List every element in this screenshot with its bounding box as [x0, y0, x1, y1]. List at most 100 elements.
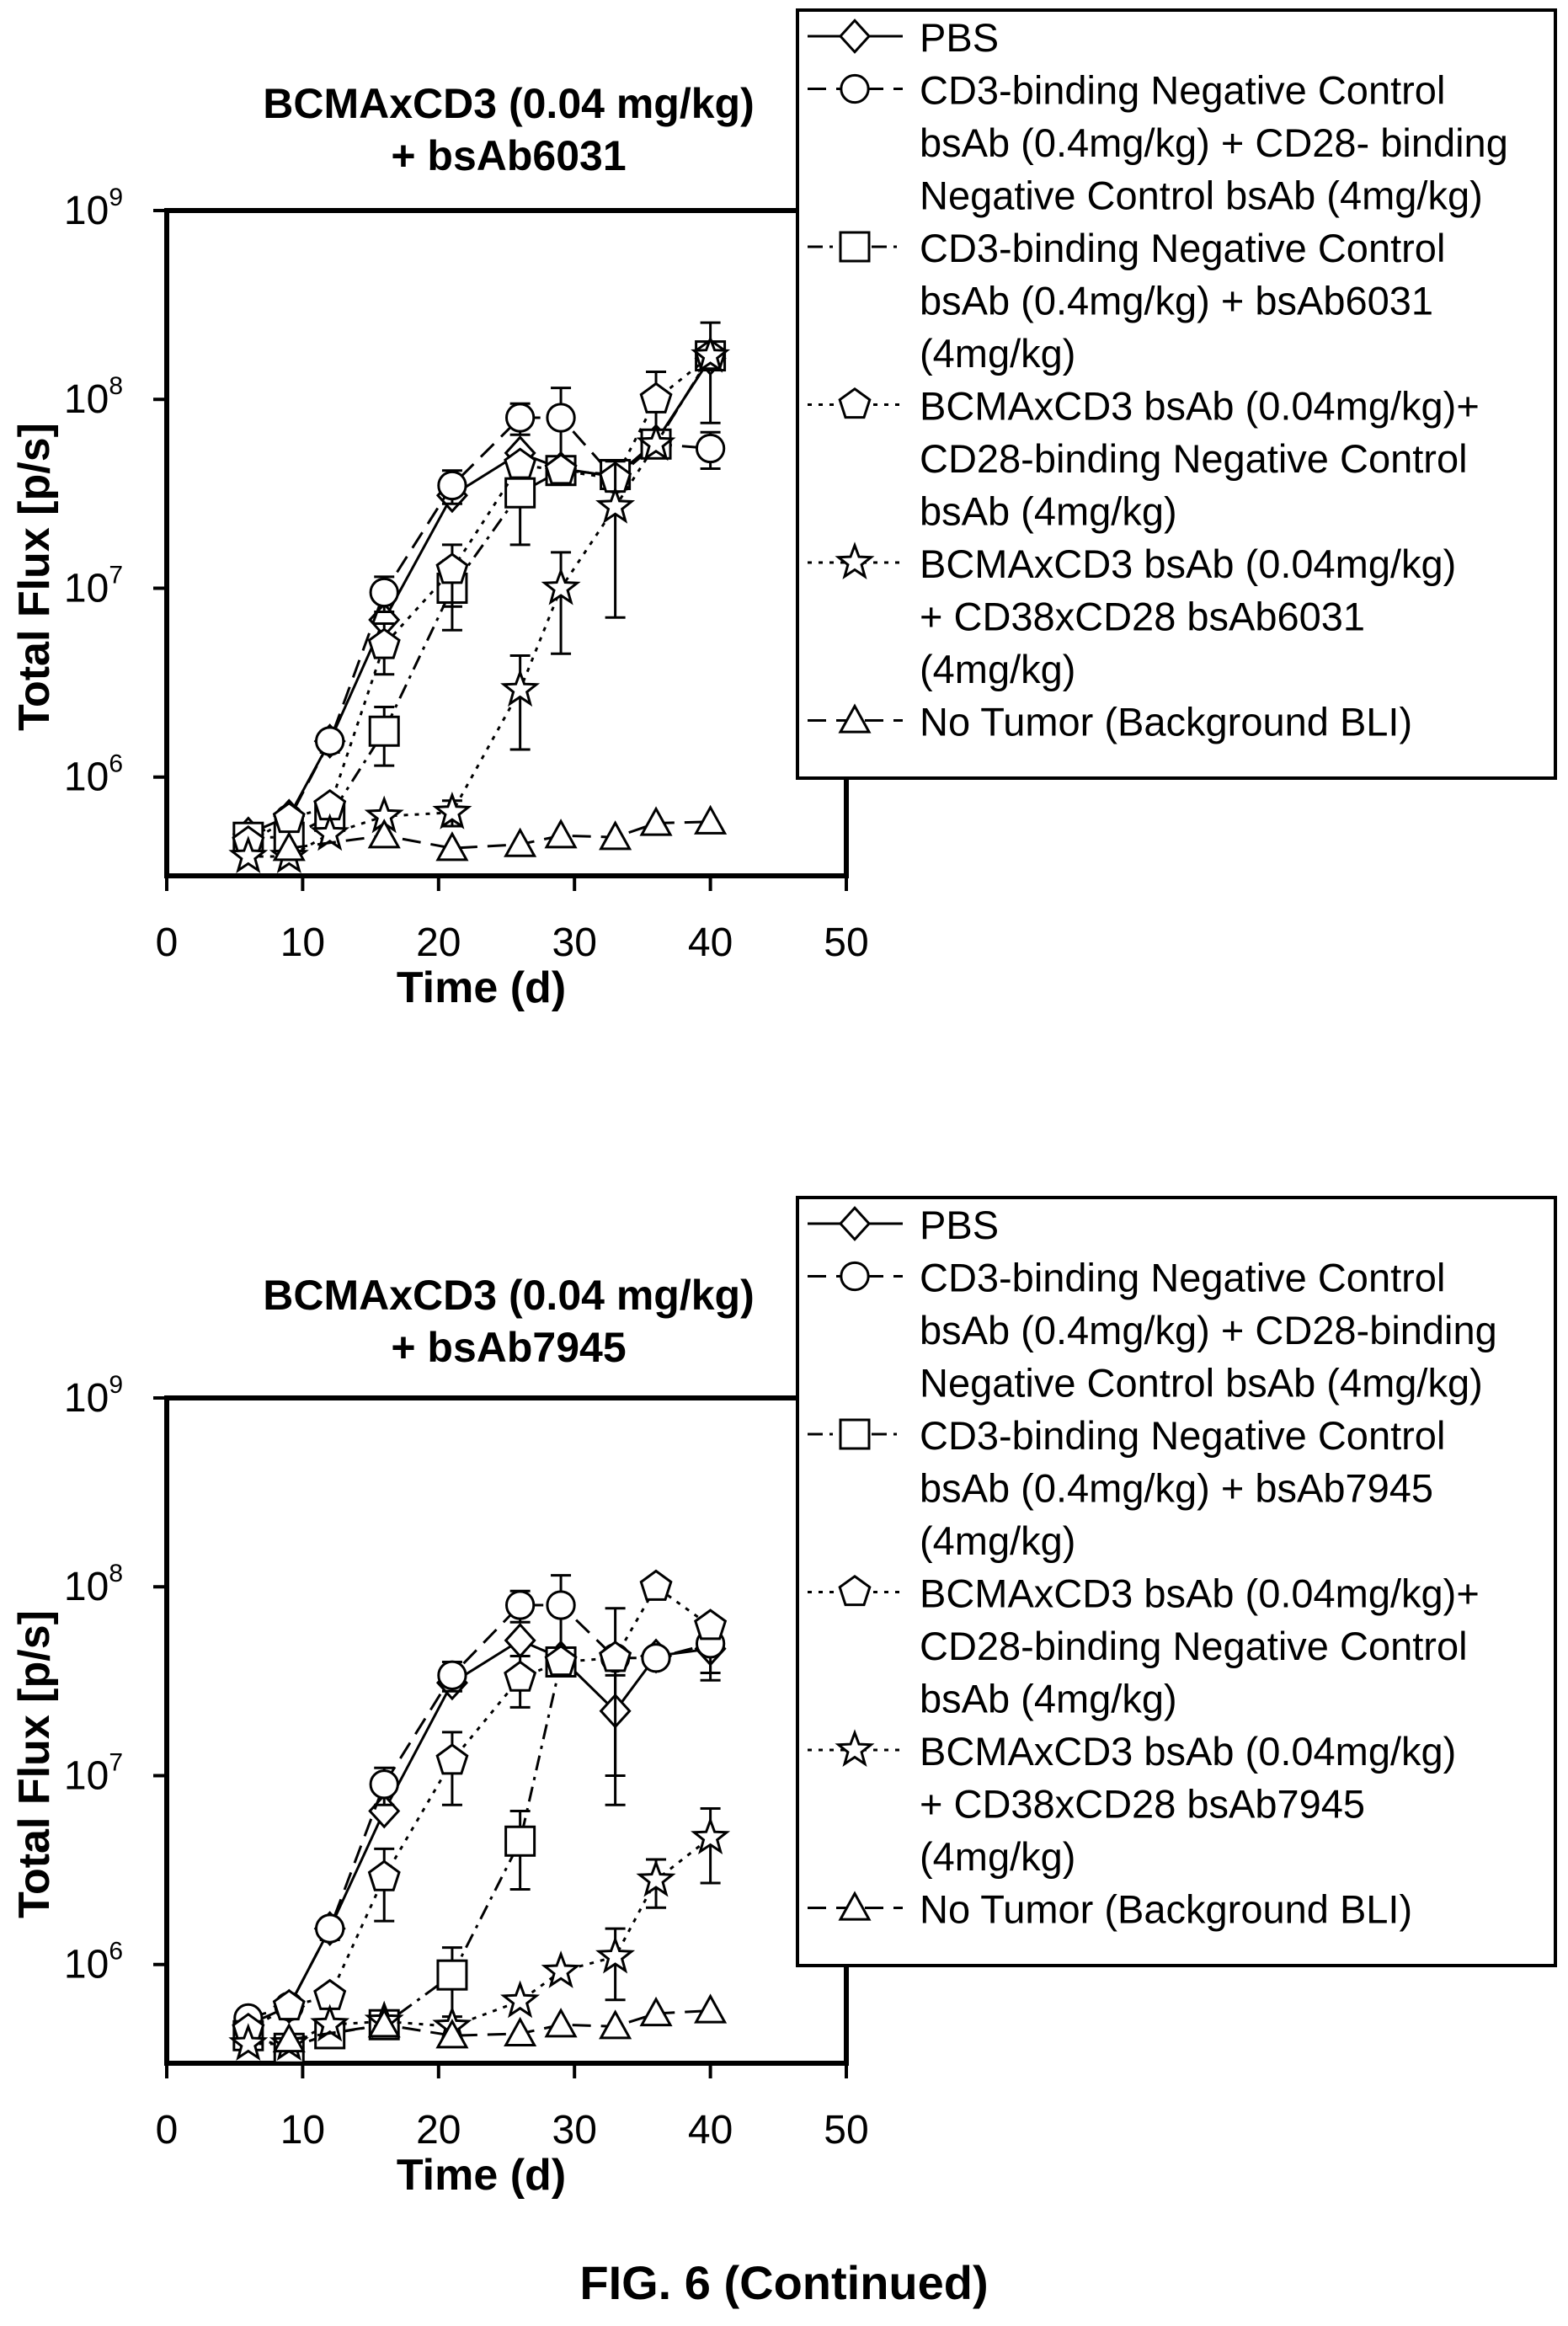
data-point-triangle [367, 2008, 401, 2038]
legend-entry-text: Negative Control bsAb (4mg/kg) [920, 1361, 1483, 1406]
series-pentagon [232, 339, 728, 857]
data-point-triangle [272, 831, 306, 862]
legend-entry-text: No Tumor (Background BLI) [920, 1887, 1412, 1932]
series-line [248, 1603, 711, 2019]
legend-entry-text: CD3-binding Negative Control [920, 226, 1445, 270]
y-tick-label: 108 [64, 372, 123, 422]
data-point-star [500, 1980, 541, 2019]
data-point-pentagon [544, 453, 578, 485]
data-point-triangle [435, 2019, 469, 2049]
data-point-star [310, 2003, 350, 2042]
x-tick-label: 30 [552, 920, 597, 965]
series-line [248, 1585, 712, 2031]
chart-title-line: BCMAxCD3 (0.04 mg/kg) [263, 1272, 754, 1319]
series-line [248, 416, 711, 839]
series-star [228, 334, 731, 874]
data-point-diamond [504, 1623, 536, 1658]
legend-entry-text: + CD38xCD28 bsAb6031 [920, 595, 1365, 639]
data-point-circle [504, 1590, 536, 1620]
series-line [248, 1836, 712, 2046]
legend-entry-text: BCMAxCD3 bsAb (0.04mg/kg) [920, 541, 1456, 586]
data-point-circle [437, 470, 467, 501]
data-point-circle [504, 403, 536, 433]
legend-entry-text: Negative Control bsAb (4mg/kg) [920, 173, 1483, 218]
data-point-triangle [544, 819, 578, 849]
data-point-triangle [694, 804, 728, 835]
chart-panel-bsab6031: BCMAxCD3 (0.04 mg/kg) + bsAb6031 0 10 20 30 40… [10, 8, 1557, 1012]
chart-title-line: + bsAb6031 [391, 132, 626, 179]
legend-marker-circle [840, 1261, 870, 1292]
legend-marker-pentagon [838, 387, 872, 419]
legend-entry-text: bsAb (0.4mg/kg) + bsAb7945 [920, 1466, 1433, 1511]
series-line [248, 1639, 711, 2026]
data-point-circle [546, 1590, 576, 1620]
data-point-pentagon [272, 1988, 306, 2021]
data-point-triangle [435, 831, 469, 862]
legend-entry-text: CD3-binding Negative Control [920, 68, 1445, 113]
legend-entry-text: BCMAxCD3 bsAb (0.04mg/kg)+ [920, 1571, 1480, 1616]
data-point-pentagon [504, 447, 537, 479]
y-tick-label: 106 [64, 750, 123, 800]
legend-marker-square [839, 1418, 871, 1450]
legend-marker-star [835, 541, 875, 579]
data-point-pentagon [272, 801, 306, 834]
legend-entry-text: CD3-binding Negative Control [920, 1256, 1445, 1300]
data-point-star [595, 1935, 636, 1974]
legend-box [796, 1196, 1557, 1967]
legend-entry-text: (4mg/kg) [920, 647, 1075, 691]
data-point-circle [369, 1769, 399, 1800]
legend-entry-text: CD28-binding Negative Control [920, 436, 1468, 481]
data-point-star [541, 1950, 581, 1988]
x-tick-label: 20 [416, 920, 461, 965]
legend-marker-pentagon [838, 1574, 872, 1607]
y-axis-label: Total Flux [p/s] [10, 423, 59, 731]
legend: PBS CD3-binding Negative Control bsAb (0.4… [796, 8, 1557, 780]
legend-entry-text: bsAb (0.4mg/kg) + CD28- binding [920, 120, 1508, 165]
x-tick-label: 0 [156, 2108, 179, 2153]
data-point-triangle [639, 806, 673, 836]
data-point-circle [695, 433, 726, 464]
y-tick-label: 107 [64, 561, 123, 611]
data-point-star [636, 1859, 676, 1897]
data-point-square [504, 477, 536, 509]
data-point-triangle [272, 2022, 306, 2053]
x-tick-label: 30 [552, 2108, 597, 2153]
legend-entry-text: BCMAxCD3 bsAb (0.04mg/kg) [920, 1729, 1456, 1774]
chart-title-line: BCMAxCD3 (0.04 mg/kg) [263, 80, 754, 127]
chart-title-line: + bsAb7945 [391, 1324, 626, 1371]
data-point-pentagon [639, 1569, 673, 1601]
data-point-circle [315, 1913, 345, 1944]
legend-entry-text: (4mg/kg) [920, 1834, 1075, 1879]
data-point-square [436, 1959, 468, 1991]
data-point-circle [437, 1660, 467, 1690]
series-line [248, 355, 712, 844]
legend: PBS CD3-binding Negative Control bsAb (0.4… [796, 1196, 1557, 1967]
y-tick-label: 106 [64, 1938, 123, 1987]
data-point-circle [546, 403, 576, 433]
data-point-triangle [639, 1996, 673, 2027]
x-tick-label: 0 [156, 920, 179, 965]
data-point-star [432, 791, 472, 830]
y-tick-label: 109 [64, 1371, 123, 1421]
y-tick-label: 109 [64, 184, 123, 233]
legend-marker-triangle [838, 1891, 872, 1921]
y-tick-label: 108 [64, 1560, 123, 1609]
legend-box [796, 8, 1557, 780]
data-point-star [691, 1817, 731, 1855]
legend-entry-text: BCMAxCD3 bsAb (0.04mg/kg)+ [920, 384, 1480, 429]
plot-frame [164, 1395, 849, 2066]
legend-entry-text: CD3-binding Negative Control [920, 1413, 1445, 1458]
legend-entry-text: CD28-binding Negative Control [920, 1624, 1468, 1668]
data-point-triangle [599, 820, 632, 851]
legend-marker-diamond [838, 1206, 872, 1241]
data-point-star [228, 835, 269, 874]
x-tick-label: 40 [688, 920, 733, 965]
legend-entry-text: No Tumor (Background BLI) [920, 700, 1412, 744]
data-point-triangle [694, 1993, 728, 2024]
legend-entry-text: + CD38xCD28 bsAb7945 [920, 1782, 1365, 1827]
series-diamond [232, 1623, 727, 2043]
data-point-star [595, 486, 636, 524]
data-point-triangle [504, 2016, 537, 2047]
x-axis-label: Time (d) [397, 2151, 566, 2200]
